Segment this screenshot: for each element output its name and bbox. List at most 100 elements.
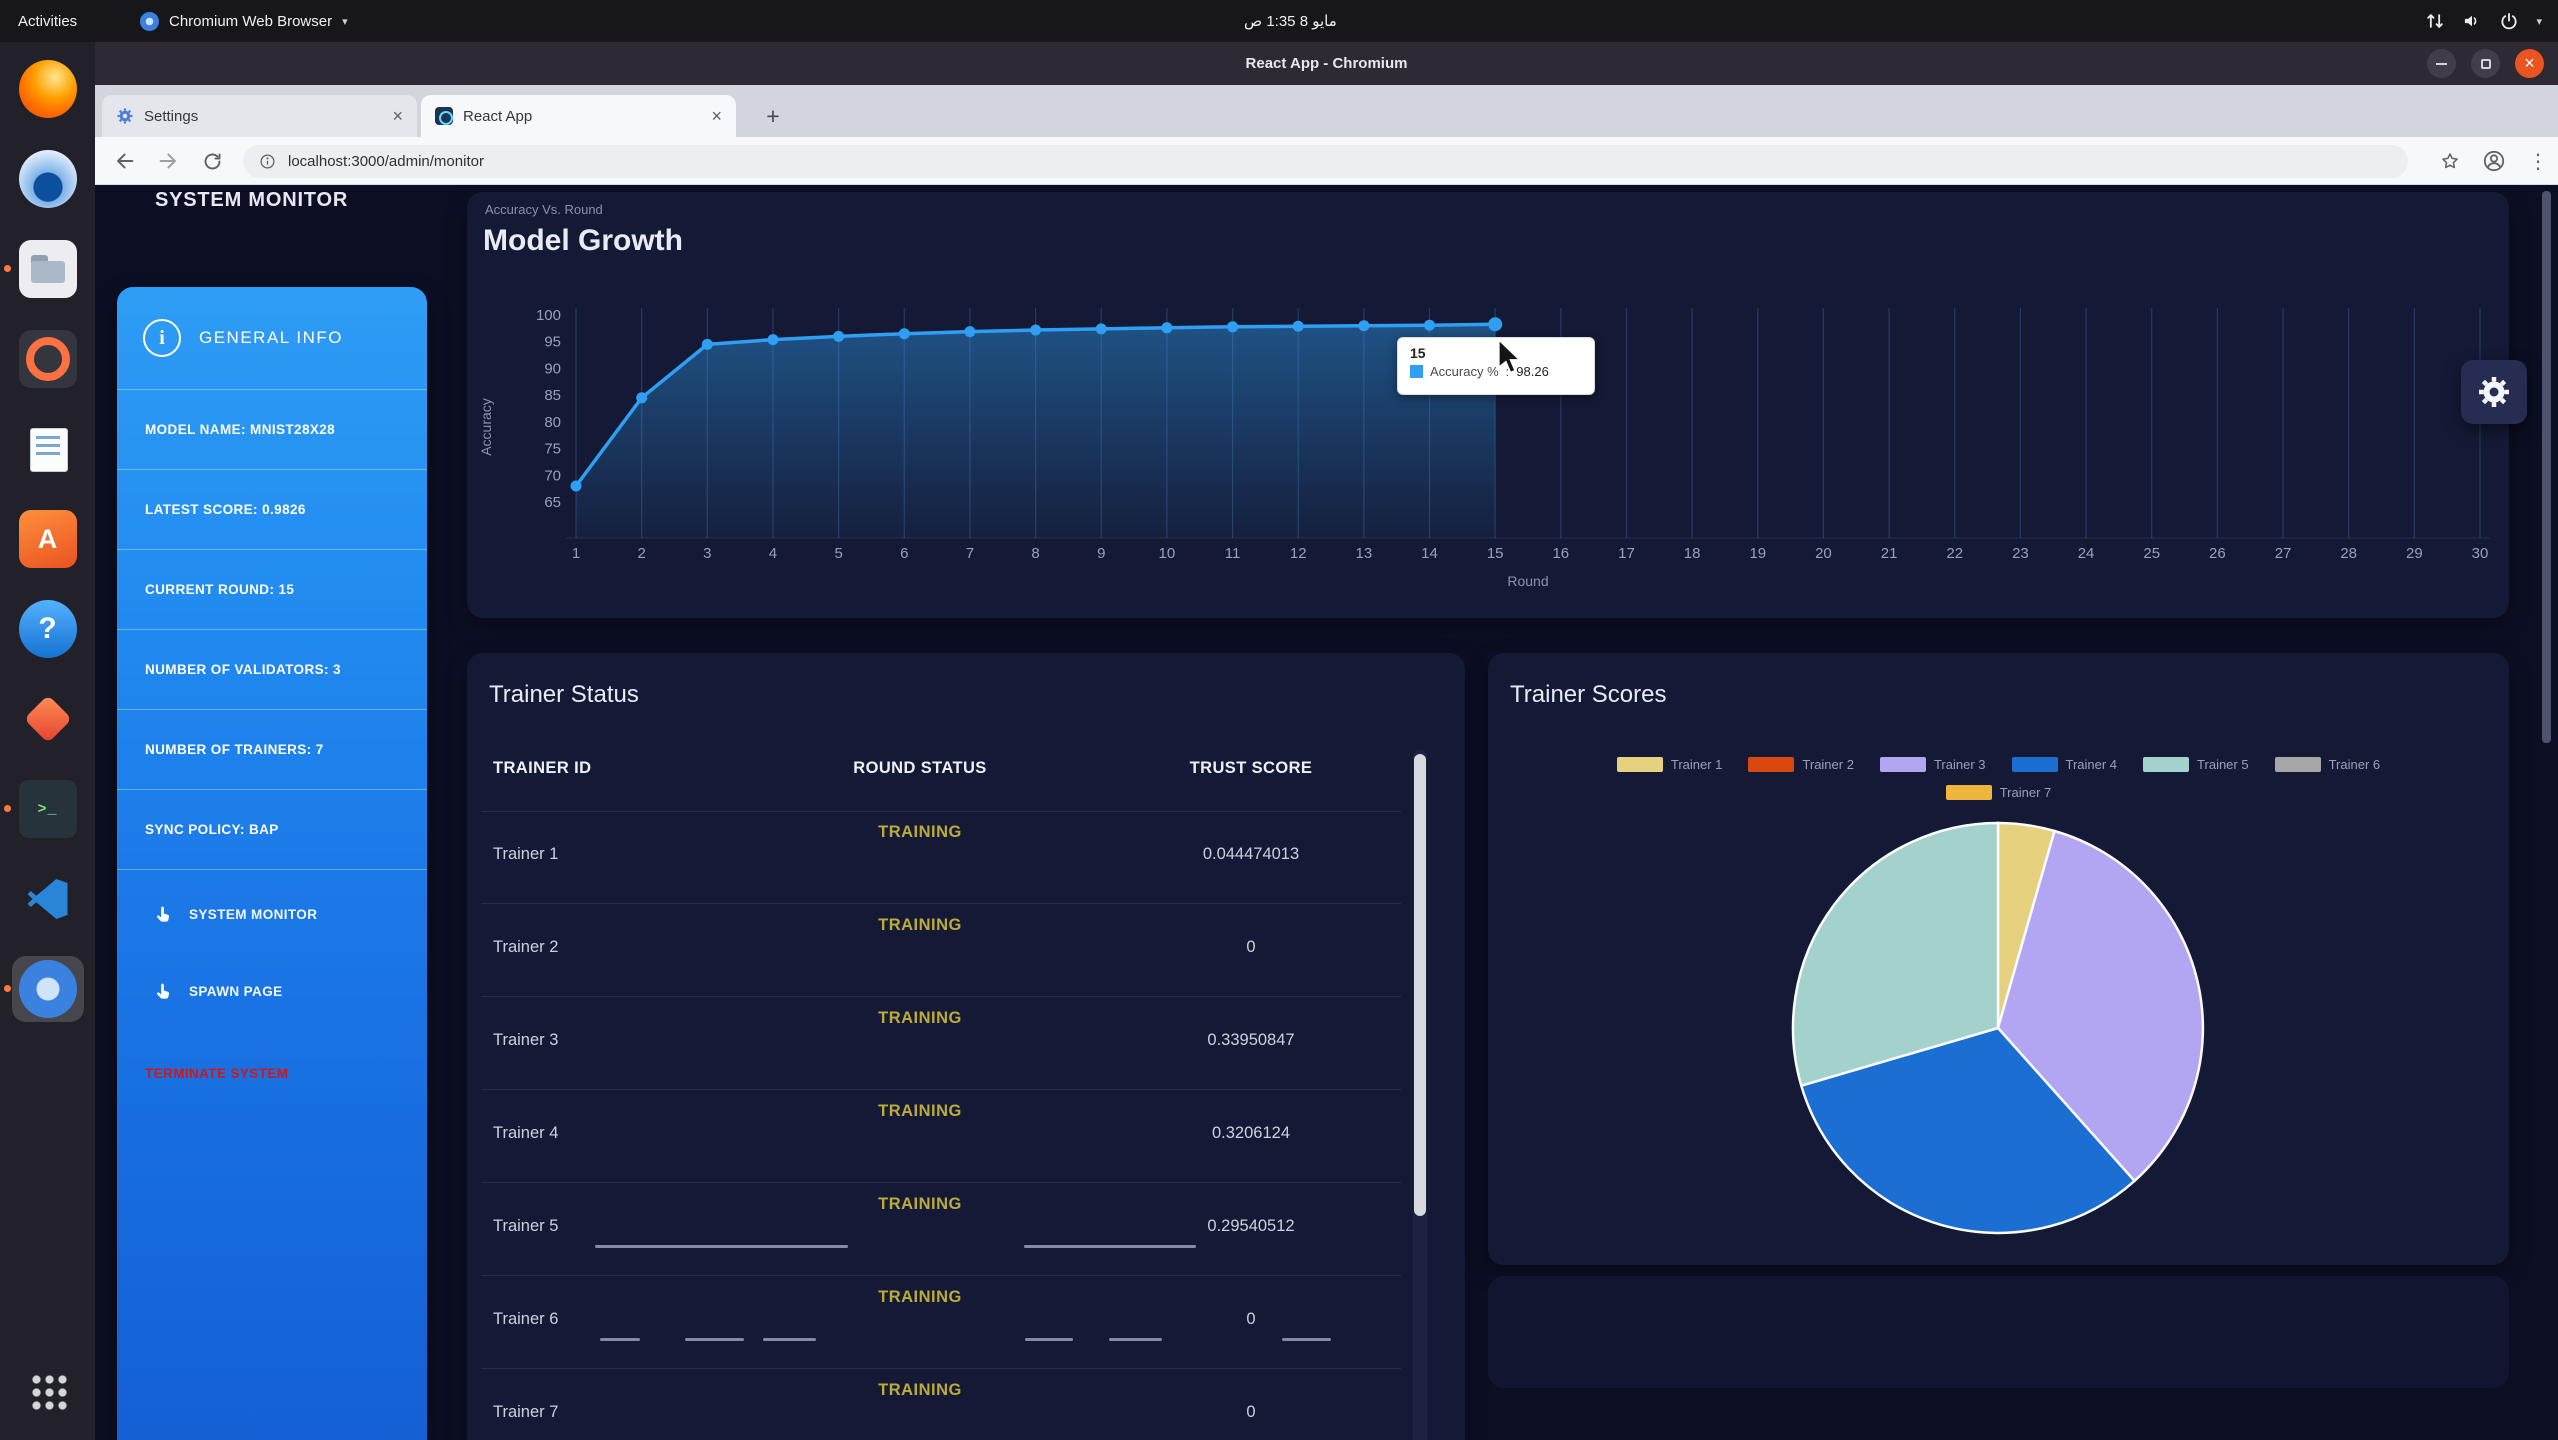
minimize-icon [2436,62,2447,65]
url-text: localhost:3000/admin/monitor [288,153,484,170]
data-point [1424,319,1435,331]
svg-text:70: 70 [544,467,561,484]
legend-item[interactable]: Trainer 5 [2143,757,2249,772]
minimize-button[interactable] [2427,49,2456,78]
skeleton-line [685,1338,744,1341]
legend-row: Trainer 7 [1945,785,2051,800]
trust-score: 0 [1246,1310,1256,1328]
dock-firefox[interactable] [12,56,84,122]
svg-text:26: 26 [2209,545,2226,562]
legend-item[interactable]: Trainer 4 [2011,757,2118,772]
data-point [1488,317,1503,332]
dock-ubuntu-software[interactable]: A [12,506,84,572]
svg-text:10: 10 [1159,545,1176,562]
dock-help[interactable]: ? [12,596,84,662]
sidebar-item-sync-policy: SYNC POLICY: BAP [117,790,427,870]
data-point [1292,320,1304,332]
system-tray[interactable]: ▾ [2425,0,2542,42]
svg-text:16: 16 [1552,545,1569,562]
legend-label: Trainer 3 [1933,757,1986,772]
profile-avatar-icon[interactable] [2482,149,2506,173]
hand-pointer-icon [157,906,170,922]
trainer-id: Trainer 2 [493,938,559,956]
svg-text:28: 28 [2340,545,2357,562]
settings-fab-button[interactable] [2461,360,2527,424]
dock-draw[interactable] [12,686,84,752]
activities-button[interactable]: Activities [18,12,78,30]
legend-item[interactable]: Trainer 7 [1945,785,2051,800]
svg-text:17: 17 [1618,545,1635,562]
dock-vscode[interactable] [12,866,84,932]
sidebar-header: i GENERAL INFO [117,287,427,390]
table-row: TRAINING Trainer 3 0.33950847 [481,997,1401,1090]
writer-icon [19,420,77,478]
page-title: SYSTEM MONITOR [155,189,349,211]
table-scrollbar[interactable] [1413,750,1427,1440]
pie-slice-trainer-3[interactable] [1996,829,2205,1183]
tab-close-icon[interactable]: × [711,106,722,126]
trust-score: 0.29540512 [1207,1217,1295,1235]
browser-menu-icon[interactable]: ⋮ [2528,150,2548,173]
dock-terminal[interactable]: >_ [3,776,84,842]
running-indicator [3,985,11,992]
tab-react-app[interactable]: React App × [421,95,736,137]
scrollbar-thumb[interactable] [1414,754,1426,1216]
app-menu-button[interactable]: Chromium Web Browser ▾ [140,0,348,42]
site-info-icon[interactable] [259,153,276,170]
data-point [964,326,976,338]
sidebar-link-label: SPAWN PAGE [189,984,283,999]
legend-swatch [1879,757,1926,772]
svg-text:13: 13 [1356,545,1373,562]
dock-files[interactable] [3,236,84,302]
dock-chromium[interactable] [3,956,84,1022]
maximize-button[interactable] [2471,49,2500,78]
vscode-icon [19,870,77,928]
dock-mail[interactable] [12,146,84,212]
legend-label: Trainer 4 [2065,757,2118,772]
svg-text:3: 3 [703,545,711,562]
pie-slice-trainer-4[interactable] [1799,1026,2137,1235]
clock[interactable]: مايو 8 1:35 ص [1244,13,1337,30]
table-row: TRAINING Trainer 5 0.29540512 [481,1183,1401,1276]
new-tab-button[interactable]: + [766,102,780,129]
scrollbar-thumb[interactable] [2542,191,2551,743]
close-button[interactable]: × [2515,49,2544,78]
window-titlebar[interactable]: React App - Chromium × [95,42,2558,85]
legend-item[interactable]: Trainer 1 [1616,757,1722,772]
dock-app-grid[interactable] [12,1358,84,1424]
y-axis-label: Accuracy [478,398,494,456]
legend-item[interactable]: Trainer 2 [1748,757,1854,772]
reload-button[interactable] [195,144,229,178]
tab-close-icon[interactable]: × [392,106,403,126]
svg-text:22: 22 [1946,545,1963,562]
back-button[interactable] [108,144,142,178]
svg-text:65: 65 [544,494,561,511]
svg-text:1: 1 [572,545,580,562]
svg-text:25: 25 [2143,545,2160,562]
page-scrollbar[interactable] [2542,191,2551,1431]
tab-settings[interactable]: Settings × [102,95,417,137]
trainer-id: Trainer 6 [493,1310,559,1328]
trainer-id: Trainer 4 [493,1124,559,1142]
svg-text:6: 6 [900,545,908,562]
help-icon: ? [18,600,77,658]
legend-item[interactable]: Trainer 3 [1879,757,1986,772]
terminate-system-button[interactable]: TERMINATE SYSTEM [145,1065,289,1081]
legend-row: Trainer 1 Trainer 2 Trainer 3 Trainer 4 Trai… [1616,757,2380,772]
sidebar-link-spawn-page[interactable]: SPAWN PAGE [117,953,427,1030]
bookmark-star-icon[interactable] [2440,151,2460,171]
legend-swatch [2274,757,2321,772]
pie-slice-trainer-5[interactable] [1791,821,2000,1088]
svg-text:20: 20 [1815,545,1832,562]
legend-item[interactable]: Trainer 6 [2274,757,2380,772]
dock-media-player[interactable] [12,326,84,392]
data-point [1161,322,1173,334]
sidebar-link-system-monitor[interactable]: SYSTEM MONITOR [117,876,427,953]
round-status: TRAINING [878,1195,962,1213]
address-bar[interactable]: localhost:3000/admin/monitor [243,145,2408,178]
forward-button[interactable] [151,144,185,178]
dock-writer[interactable] [12,416,84,482]
sidebar-title: GENERAL INFO [199,328,343,347]
table-row: TRAINING Trainer 7 0 [481,1369,1401,1440]
app-grid-icon [19,1362,77,1420]
